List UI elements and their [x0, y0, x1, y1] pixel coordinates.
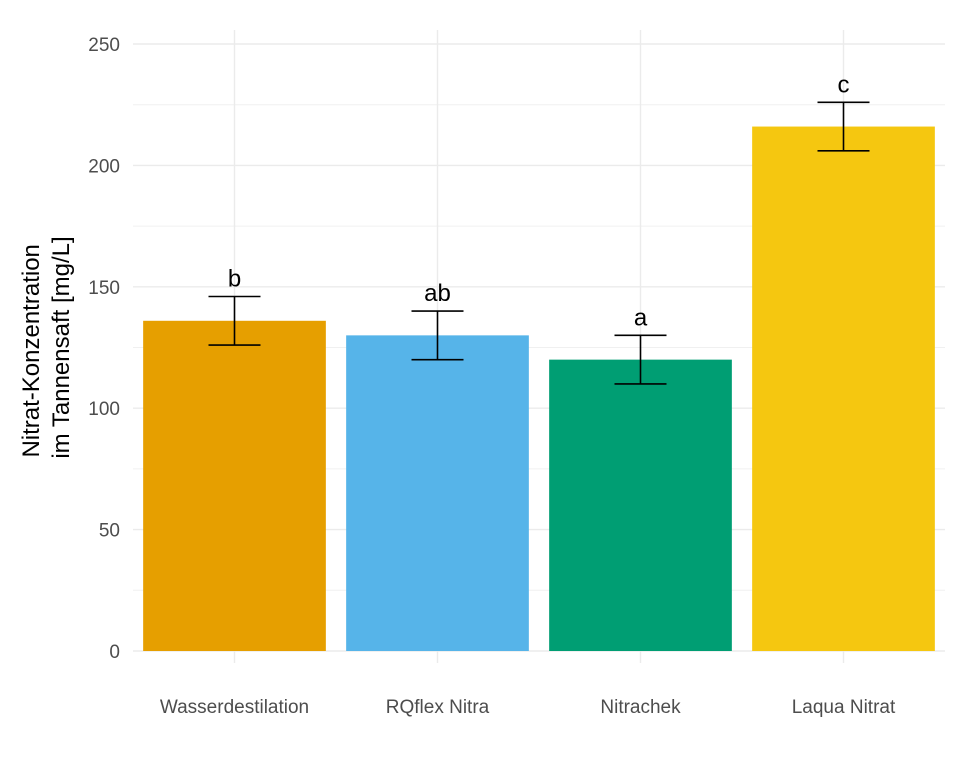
x-tick-label: Nitrachek	[600, 697, 681, 718]
error-bars-group	[208, 101, 870, 385]
y-tick-label: 250	[88, 35, 120, 56]
y-tick-label: 50	[99, 521, 120, 542]
y-axis-title-line-1: Nitrat-Konzentration	[18, 244, 45, 457]
y-tick-label: 0	[109, 642, 120, 663]
significance-label: a	[634, 304, 648, 331]
y-axis-title: Nitrat-Konzentration im Tannensaft [mg/L…	[18, 236, 75, 458]
bars-group	[143, 126, 935, 651]
y-tick-label: 100	[88, 399, 120, 420]
error-bar	[817, 101, 870, 152]
error-bar	[411, 310, 464, 361]
y-axis-title-line-2: im Tannensaft [mg/L]	[48, 236, 75, 458]
x-tick-labels: Wasserdestilation RQflex Nitra Nitrachek La…	[160, 697, 896, 718]
x-tick-label: Laqua Nitrat	[792, 697, 896, 718]
significance-label: b	[228, 266, 241, 293]
bar	[143, 320, 326, 651]
significance-label: c	[838, 71, 850, 98]
y-tick-label: 200	[88, 156, 120, 177]
significance-labels-group: b ab a c	[228, 71, 850, 331]
error-bar	[614, 334, 667, 385]
bar	[549, 359, 732, 651]
x-tick-label: RQflex Nitra	[386, 697, 490, 718]
bar	[346, 335, 529, 651]
error-bar	[208, 295, 261, 346]
y-tick-label: 150	[88, 278, 120, 299]
x-tick-label: Wasserdestilation	[160, 697, 309, 718]
significance-label: ab	[424, 280, 451, 307]
bar	[752, 126, 935, 651]
y-tick-labels: 0 50 100 150 200 250	[88, 35, 120, 663]
